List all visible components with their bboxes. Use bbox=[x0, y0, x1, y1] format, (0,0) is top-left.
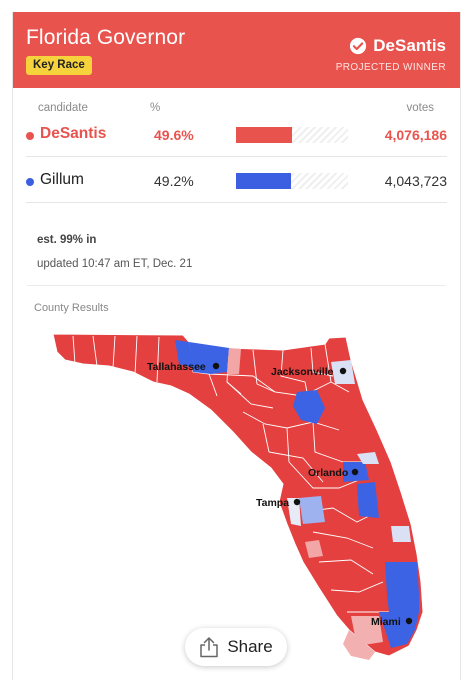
reporting-status: est. 99% in bbox=[37, 234, 97, 246]
city-marker-tallahassee: Tallahassee bbox=[147, 361, 220, 373]
city-label: Tallahassee bbox=[147, 361, 206, 373]
county-jefferson[interactable] bbox=[227, 348, 241, 374]
candidate-votes: 4,043,723 bbox=[384, 173, 447, 189]
updated-timestamp: updated 10:47 am ET, Dec. 21 bbox=[37, 258, 193, 270]
candidate-name: DeSantis bbox=[40, 125, 107, 142]
city-label: Miami bbox=[371, 616, 401, 628]
county-st-lucie[interactable] bbox=[391, 526, 411, 542]
winner-name: DeSantis bbox=[373, 36, 446, 55]
key-race-badge: Key Race bbox=[26, 56, 92, 75]
vote-share-bar bbox=[236, 127, 348, 143]
share-button[interactable]: Share bbox=[185, 628, 287, 666]
county-sarasota[interactable] bbox=[305, 540, 323, 558]
county-results-title: County Results bbox=[34, 302, 109, 314]
divider bbox=[27, 285, 446, 286]
vote-share-fill bbox=[236, 127, 292, 143]
vote-share-fill bbox=[236, 173, 292, 189]
city-marker-orlando: Orlando bbox=[308, 467, 359, 479]
projected-winner: DeSantis PROJECTED WINNER bbox=[336, 36, 446, 73]
check-circle-icon bbox=[350, 37, 367, 55]
county-monroe[interactable] bbox=[351, 616, 383, 646]
county-gadsden[interactable] bbox=[175, 340, 193, 368]
vote-share-bar bbox=[236, 173, 348, 189]
party-dot bbox=[26, 132, 34, 140]
column-percent: % bbox=[150, 102, 161, 114]
county-seminole[interactable] bbox=[357, 452, 379, 464]
column-candidate: candidate bbox=[38, 102, 88, 114]
county-broward[interactable] bbox=[387, 594, 419, 612]
race-title: Florida Governor bbox=[26, 26, 186, 49]
county-osceola[interactable] bbox=[357, 482, 379, 518]
candidate-percent: 49.6% bbox=[154, 127, 194, 143]
county-hillsborough[interactable] bbox=[299, 496, 325, 524]
race-card: Florida Governor Key Race DeSantis PROJE… bbox=[12, 12, 461, 680]
candidate-row: Gillum 49.2% 4,043,723 bbox=[26, 158, 447, 203]
column-votes: votes bbox=[406, 102, 435, 114]
share-label: Share bbox=[227, 637, 273, 656]
county-alachua[interactable] bbox=[293, 390, 325, 424]
city-label: Tampa bbox=[256, 497, 289, 509]
city-marker-miami: Miami bbox=[371, 616, 413, 628]
city-marker-jacksonville: Jacksonville bbox=[271, 366, 347, 378]
candidate-votes: 4,076,186 bbox=[384, 127, 447, 143]
candidate-percent: 49.2% bbox=[154, 173, 194, 189]
race-header: Florida Governor Key Race DeSantis PROJE… bbox=[13, 12, 460, 88]
county-results-map[interactable]: Tallahassee Jacksonville Orlando Tampa M… bbox=[13, 312, 461, 680]
candidate-name: Gillum bbox=[40, 171, 84, 188]
city-label: Orlando bbox=[308, 467, 348, 479]
county-palm-beach[interactable] bbox=[385, 562, 419, 594]
winner-label: PROJECTED WINNER bbox=[335, 62, 446, 73]
city-marker-tampa: Tampa bbox=[256, 497, 301, 509]
city-label: Jacksonville bbox=[271, 366, 334, 378]
candidate-row: DeSantis 49.6% 4,076,186 bbox=[26, 112, 447, 157]
party-dot bbox=[26, 178, 34, 186]
share-icon bbox=[200, 637, 219, 658]
